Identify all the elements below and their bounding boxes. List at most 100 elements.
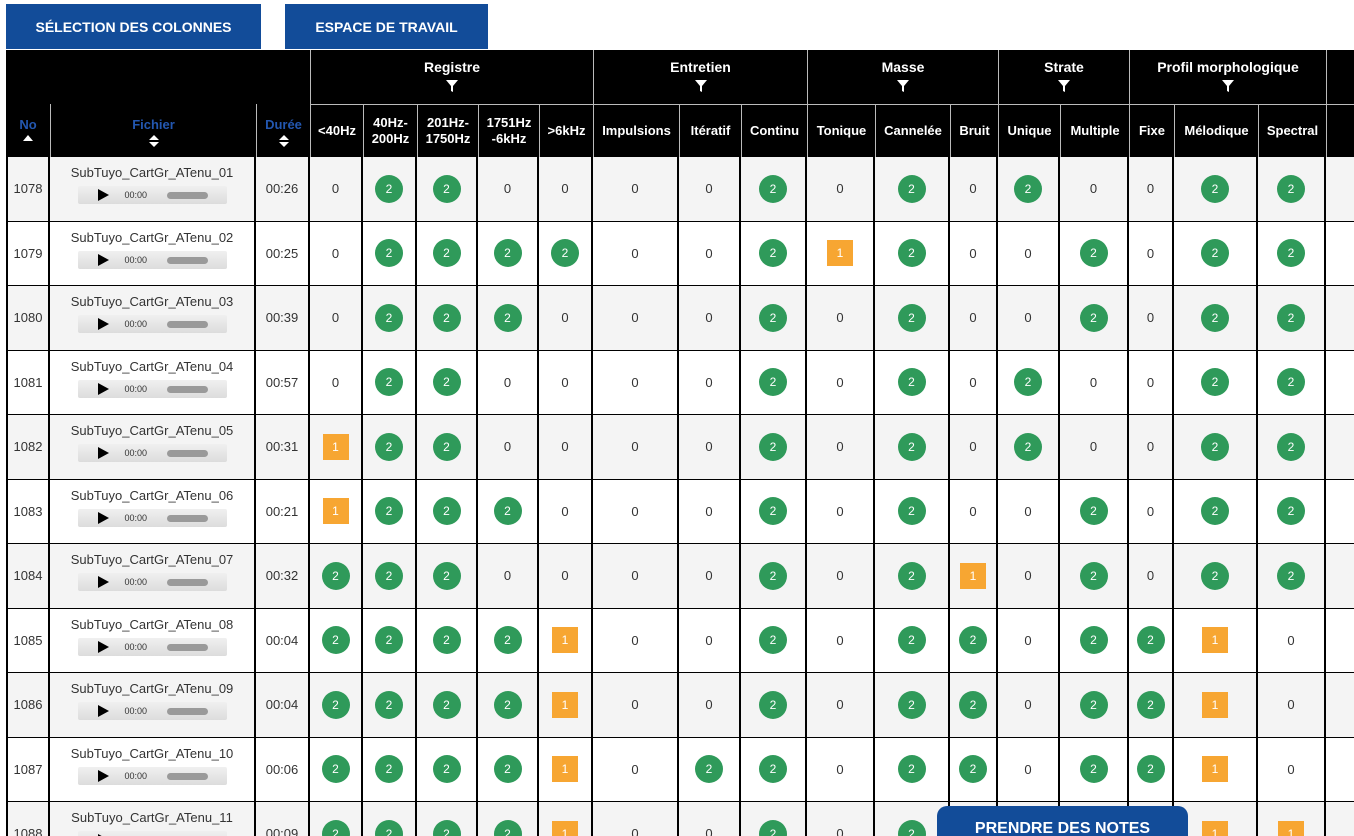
value-circle: 2: [1201, 497, 1229, 526]
audio-player[interactable]: 00:00: [77, 573, 227, 591]
column-header-label[interactable]: No: [19, 117, 37, 132]
play-button[interactable]: [97, 576, 109, 588]
play-icon[interactable]: [97, 576, 109, 588]
play-icon[interactable]: [97, 318, 109, 330]
notes-button[interactable]: PRENDRE DES NOTES: [937, 806, 1188, 836]
duration: 00:21: [265, 503, 299, 519]
seek-bar[interactable]: [166, 514, 208, 522]
column-header-label[interactable]: Durée: [265, 117, 302, 132]
audio-player[interactable]: 00:00: [77, 508, 227, 527]
audio-player[interactable]: 00:00: [77, 637, 227, 656]
cell-value: 2: [478, 802, 539, 836]
seek-bar[interactable]: [166, 192, 208, 199]
seek-bar[interactable]: [166, 579, 208, 586]
audio-player[interactable]: 00:00: [77, 315, 227, 333]
cell-value: 0: [539, 479, 593, 545]
column-header-label: Bruit: [959, 123, 990, 138]
column-header: Spectral: [1258, 104, 1326, 157]
cell-value: 0: [807, 479, 875, 545]
cell-value: 2: [417, 157, 478, 223]
player-time: 00:00: [124, 512, 148, 523]
filter-icon-shape[interactable]: [1222, 80, 1234, 92]
filter-icon[interactable]: [1058, 80, 1070, 92]
sort-icon-shape[interactable]: [278, 135, 289, 147]
audio-player[interactable]: 00:00: [77, 250, 227, 269]
play-button[interactable]: [97, 189, 109, 201]
cell-value: 2: [741, 286, 807, 352]
play-icon[interactable]: [97, 447, 109, 459]
seek-bar[interactable]: [166, 708, 208, 715]
file-name: SubTuyo_CartGr_ATenu_03: [70, 294, 234, 309]
value-circle: 2: [321, 755, 350, 784]
play-button[interactable]: [97, 318, 109, 330]
play-icon[interactable]: [97, 253, 109, 266]
cell-value: 2: [478, 737, 539, 803]
play-icon[interactable]: [97, 769, 109, 782]
sort-icon[interactable]: [148, 135, 159, 147]
filter-icon-shape[interactable]: [1058, 80, 1070, 92]
value-text: 0: [1287, 632, 1295, 648]
duration: 00:26: [265, 181, 299, 197]
cell-value: 2: [417, 350, 478, 416]
seek-bar[interactable]: [166, 643, 208, 651]
filter-icon[interactable]: [1222, 80, 1234, 92]
play-button[interactable]: [97, 640, 109, 653]
column-header: 201Hz- 1750Hz: [417, 104, 478, 157]
value-text: 0: [503, 439, 512, 455]
sort-icon[interactable]: [278, 135, 289, 147]
audio-player[interactable]: 00:00: [77, 186, 227, 204]
filter-icon[interactable]: [446, 80, 458, 92]
filter-icon[interactable]: [694, 80, 707, 92]
sort-icon-shape[interactable]: [148, 135, 159, 147]
column-header-label[interactable]: Fichier: [132, 117, 175, 132]
play-icon[interactable]: [97, 511, 109, 524]
play-button[interactable]: [97, 769, 109, 782]
file-name: SubTuyo_CartGr_ATenu_07: [70, 552, 234, 567]
columns-button[interactable]: SÉLECTION DES COLONNES: [6, 4, 261, 49]
play-button[interactable]: [97, 705, 109, 717]
audio-player[interactable]: 00:00: [77, 702, 227, 720]
cell-value: 1: [1174, 737, 1258, 803]
filter-icon[interactable]: [897, 80, 909, 92]
play-icon[interactable]: [97, 705, 109, 717]
sort-icon[interactable]: [23, 135, 33, 147]
value-text: 0: [631, 245, 639, 261]
play-icon[interactable]: [97, 640, 109, 653]
play-button[interactable]: [97, 382, 109, 395]
filter-icon-shape[interactable]: [694, 80, 707, 92]
value-circle: 2: [759, 497, 787, 526]
cell-empty: [1326, 802, 1354, 836]
cell-no: 1084: [6, 544, 50, 610]
audio-player[interactable]: 00:00: [77, 444, 227, 462]
column-header: Impulsions: [593, 104, 679, 157]
play-button[interactable]: [97, 447, 109, 459]
play-icon[interactable]: [97, 382, 109, 395]
audio-player[interactable]: 00:00: [77, 831, 227, 836]
value-text: 0: [836, 761, 844, 777]
seek-bar[interactable]: [166, 385, 208, 393]
cell-value: 0: [1258, 737, 1326, 803]
cell-empty: [1326, 608, 1354, 674]
value-text: 0: [836, 181, 844, 197]
cell-no: 1085: [6, 608, 50, 674]
audio-player[interactable]: 00:00: [77, 379, 227, 398]
workspace-button[interactable]: ESPACE DE TRAVAIL: [285, 4, 488, 49]
cell-file: SubTuyo_CartGr_ATenu_08 00:00: [50, 608, 256, 674]
seek-bar[interactable]: [166, 256, 208, 264]
cell-value: 2: [310, 802, 363, 836]
seek-bar[interactable]: [166, 450, 208, 457]
play-button[interactable]: [97, 511, 109, 524]
value-circle: 2: [759, 432, 787, 461]
sort-icon-shape[interactable]: [23, 135, 33, 147]
filter-icon-shape[interactable]: [446, 80, 458, 92]
cell-value: 1: [539, 802, 593, 836]
play-button[interactable]: [97, 253, 109, 266]
seek-bar[interactable]: [166, 321, 208, 328]
value-circle: 2: [959, 626, 987, 655]
audio-player[interactable]: 00:00: [77, 766, 227, 785]
value-circle: 2: [897, 239, 926, 268]
seek-bar[interactable]: [166, 772, 208, 780]
filter-icon-shape[interactable]: [897, 80, 909, 92]
play-icon[interactable]: [97, 189, 109, 201]
cell-value: 0: [679, 673, 741, 739]
